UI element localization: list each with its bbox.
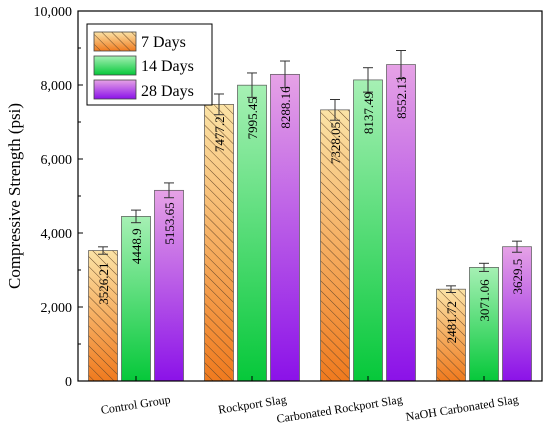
- legend-swatch-28-days: [93, 79, 137, 100]
- bar-hatch: [88, 250, 118, 381]
- bar-hatch: [204, 104, 234, 381]
- y-axis-ticks: 0 2,000 4,000 6,000 8,000 10,000: [34, 5, 83, 390]
- y-tick-label: 2,000: [41, 301, 73, 316]
- x-tick-label: Carbonated Rockport Slag: [276, 392, 404, 426]
- legend-item-14-days: 14 Days: [93, 55, 194, 76]
- bar: [237, 84, 267, 382]
- bar-value-label: 2481.72: [444, 301, 459, 343]
- error-bars-layer: [98, 50, 522, 294]
- bar-value-label: 5153.65: [162, 202, 177, 244]
- bar-value-label: 8288.16: [278, 86, 293, 129]
- bar-hatch: [436, 289, 466, 381]
- bar-value-label: 8552.13: [394, 77, 409, 119]
- bar-value-label: 3526.21: [96, 263, 111, 305]
- legend-label-28-days: 28 Days: [141, 83, 194, 100]
- bar-value-label: 3629.5: [510, 259, 525, 295]
- bar: [502, 246, 532, 382]
- bar: [154, 189, 184, 382]
- bar: [386, 64, 416, 382]
- y-tick-label: 4,000: [41, 227, 73, 242]
- bars-layer: [88, 64, 532, 382]
- legend: 7 Days 14 Days 28 Days: [86, 23, 213, 106]
- bar-hatch: [320, 109, 350, 381]
- bar-value-label: 3071.06: [477, 279, 492, 322]
- x-tick-label: Control Group: [100, 392, 172, 417]
- bar-value-label: 7477.2: [212, 116, 227, 152]
- y-axis-label: Compressive Strength (psi): [5, 103, 24, 289]
- bar-value-label: 7995.45: [245, 97, 260, 139]
- y-tick-label: 10,000: [34, 5, 73, 20]
- bar: [469, 267, 499, 382]
- legend-label-7-days: 7 Days: [141, 34, 186, 51]
- bar-value-label: 4448.9: [129, 228, 144, 264]
- bar: [270, 73, 300, 382]
- legend-swatch-14-days: [93, 55, 137, 76]
- x-tick-label: NaOH Carbonated Slag: [405, 392, 520, 424]
- legend-item-28-days: 28 Days: [93, 79, 194, 100]
- legend-label-14-days: 14 Days: [141, 58, 194, 75]
- y-tick-label: 8,000: [41, 79, 73, 94]
- bar-value-label: 7328.05: [328, 122, 343, 164]
- y-tick-label: 6,000: [41, 153, 73, 168]
- bar: [353, 79, 383, 382]
- y-tick-label: 0: [65, 375, 72, 390]
- bar-value-label: 8137.49: [361, 92, 376, 134]
- legend-item-7-days: 7 Days: [93, 31, 186, 52]
- bar-value-labels: 3526.21 4448.9 5153.65 7477.2 7995.45 8288.16…: [96, 77, 525, 344]
- legend-swatch-hatch: [94, 32, 136, 51]
